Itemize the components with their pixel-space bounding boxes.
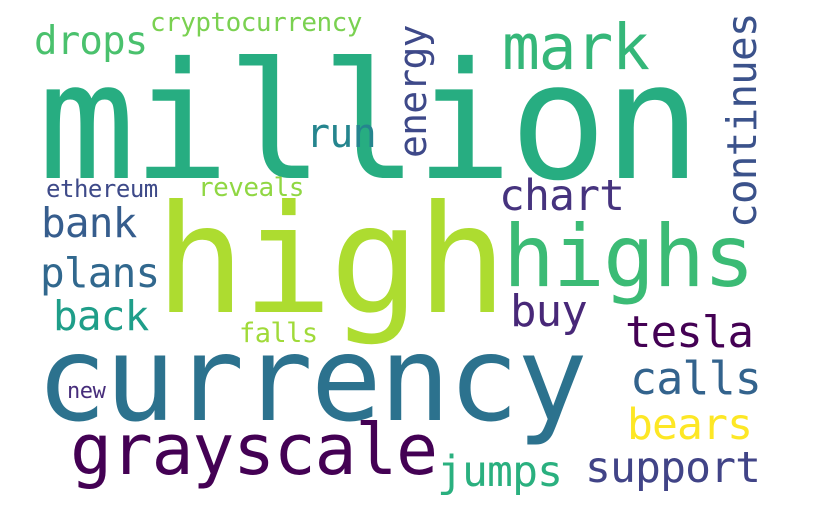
word-run: run bbox=[306, 111, 377, 157]
word-drops: drops bbox=[34, 19, 148, 64]
word-bank: bank bbox=[41, 199, 137, 247]
word-plans: plans bbox=[40, 249, 160, 297]
word-mark: mark bbox=[502, 11, 650, 84]
word-back: back bbox=[53, 292, 149, 340]
word-ethereum: ethereum bbox=[46, 175, 158, 203]
word-million: million bbox=[38, 29, 701, 217]
word-buy: buy bbox=[510, 286, 588, 337]
word-jumps: jumps bbox=[437, 447, 563, 497]
word-bears: bears bbox=[627, 400, 753, 450]
word-calls: calls bbox=[630, 352, 762, 405]
word-new: new bbox=[67, 379, 106, 404]
word-high: high bbox=[155, 174, 507, 348]
word-continues: continues bbox=[718, 13, 766, 228]
word-tesla: tesla bbox=[625, 307, 754, 358]
word-currency: currency bbox=[36, 310, 588, 448]
word-cryptocurrency: cryptocurrency bbox=[150, 8, 362, 38]
word-chart: chart bbox=[499, 171, 625, 221]
word-grayscale: grayscale bbox=[70, 409, 438, 491]
word-energy: energy bbox=[391, 25, 435, 158]
word-falls: falls bbox=[239, 318, 318, 349]
word-support: support bbox=[585, 443, 761, 493]
word-highs: highs bbox=[503, 207, 755, 307]
word-reveals: reveals bbox=[198, 173, 304, 203]
